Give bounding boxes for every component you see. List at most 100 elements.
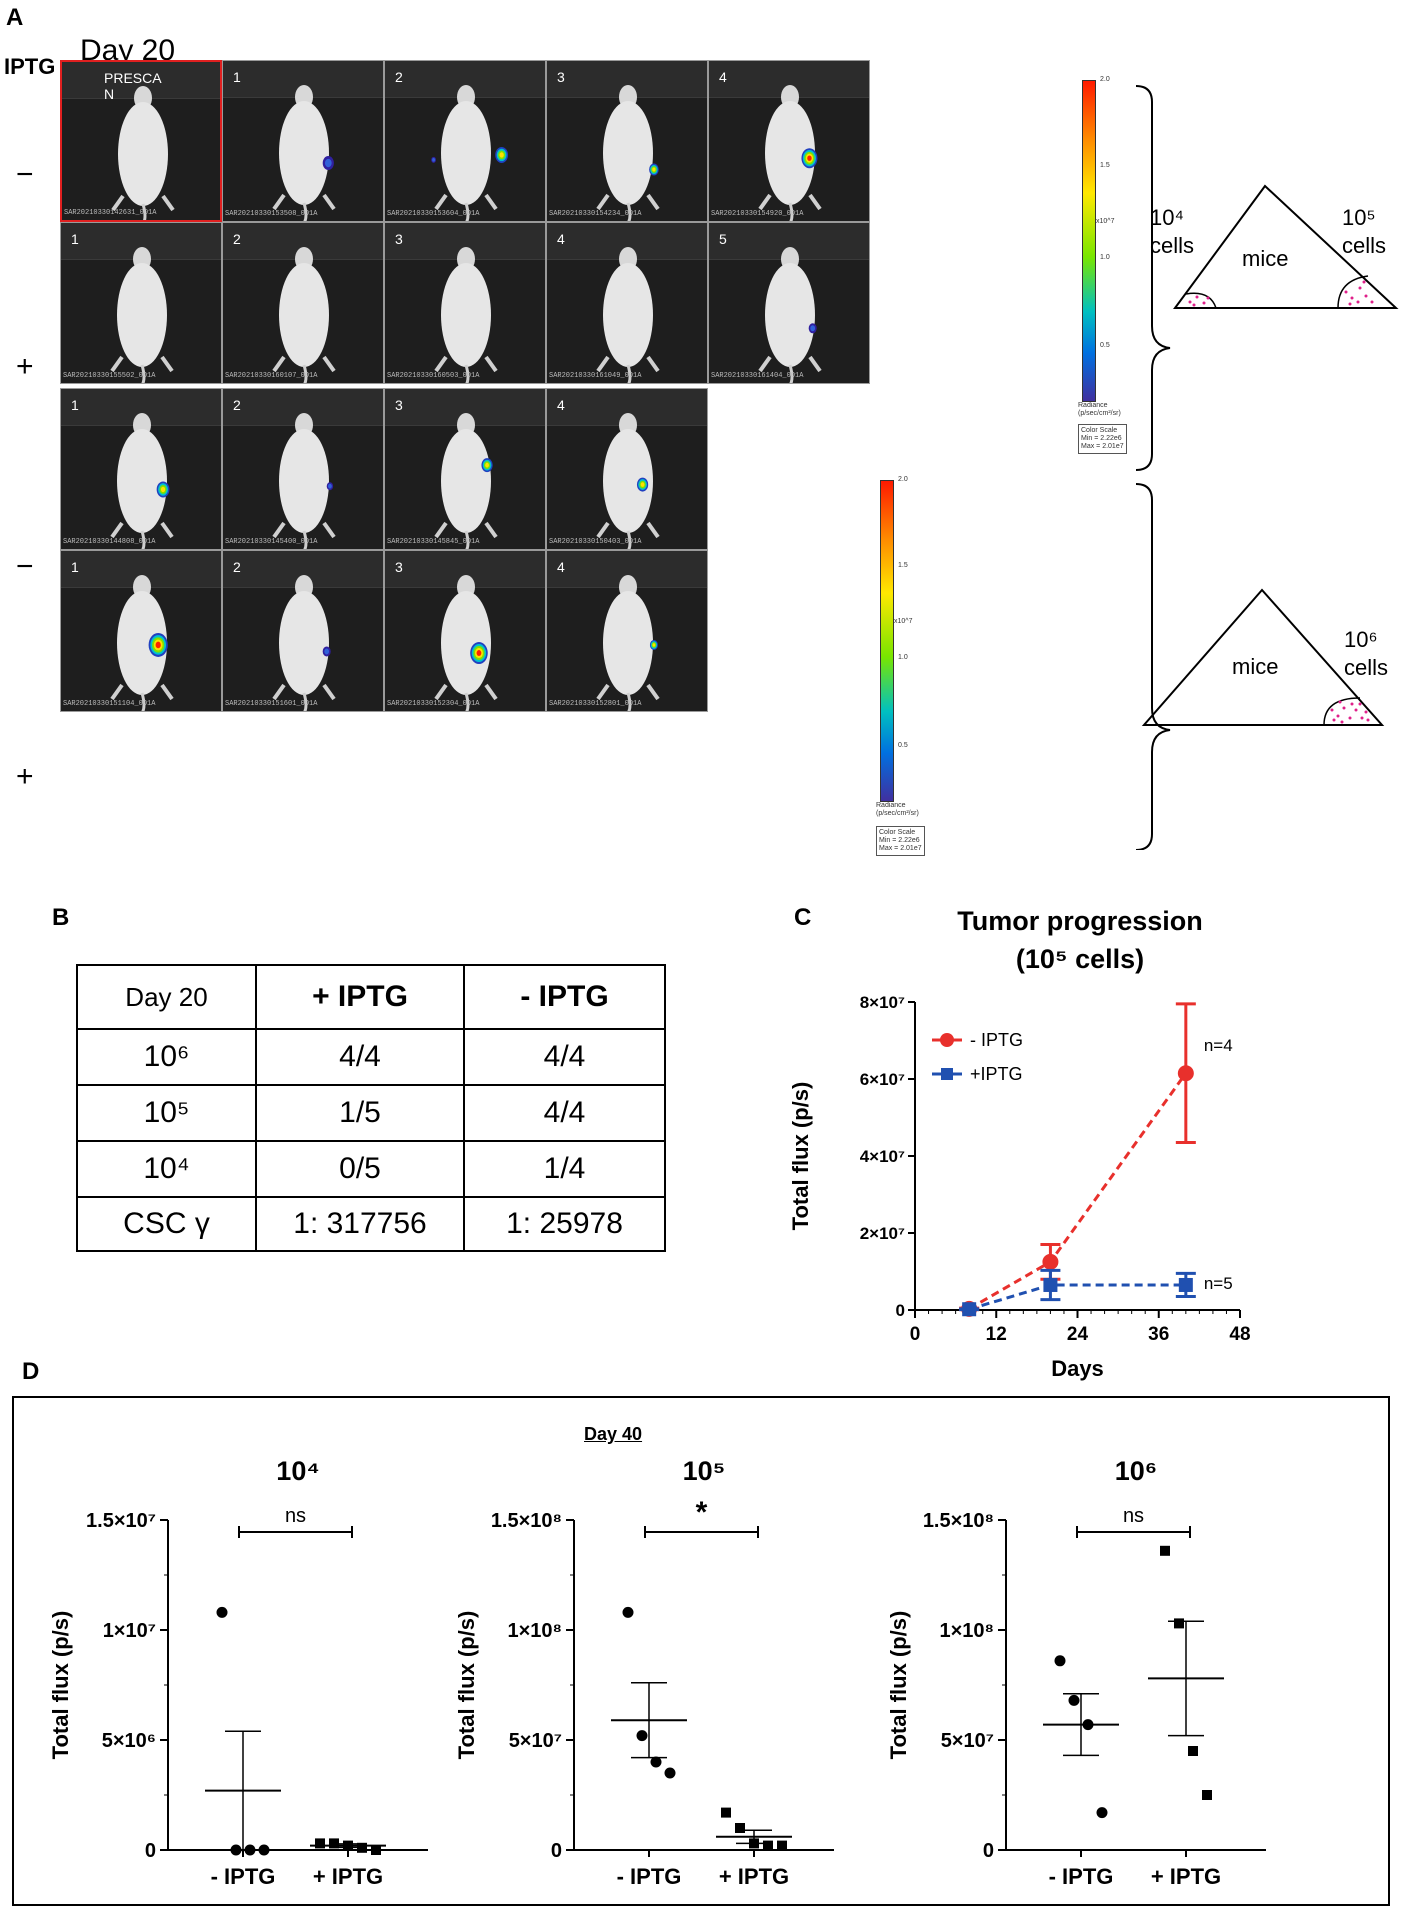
significance-label: ns	[285, 1505, 306, 1527]
data-point	[763, 1840, 773, 1851]
mouse-silhouette	[596, 247, 660, 383]
colorbar-exponent: x10^7	[1096, 218, 1115, 225]
mouse-body	[118, 102, 168, 206]
row-sign: −	[16, 550, 34, 583]
chart-title: 10⁴	[276, 1456, 319, 1486]
mouse-body	[279, 591, 329, 695]
data-point	[650, 1756, 662, 1768]
mouse-body	[117, 263, 167, 367]
y-tick-label: 0	[551, 1840, 562, 1862]
bioluminescence-spot	[810, 325, 816, 332]
n-annotation: n=4	[1204, 1036, 1233, 1055]
bioluminescence-spot	[476, 650, 482, 657]
significance-label: *	[696, 1496, 708, 1529]
panel-caption: SAR20210330152304_001A	[387, 700, 480, 708]
y-tick-label: 0	[983, 1840, 994, 1862]
legend-marker	[940, 1033, 954, 1047]
panel-number: 4	[557, 231, 565, 247]
mouse-silhouette	[110, 413, 174, 549]
bioluminescence-spot	[155, 641, 161, 649]
data-point	[1188, 1746, 1198, 1756]
table-cell: 4/4	[463, 1084, 666, 1142]
table-cell: 10⁶	[76, 1028, 257, 1086]
mouse-silhouette	[596, 575, 660, 711]
n-annotation: n=5	[1204, 1274, 1233, 1293]
mouse-tail	[140, 530, 146, 549]
panel-d-label: D	[22, 1358, 40, 1385]
panel-number: 1	[71, 559, 79, 575]
schema-triangle-2	[1141, 588, 1385, 726]
brace-top	[1135, 85, 1171, 471]
mouse-imaging-panel: 1 SAR20210330153508_001A	[222, 60, 384, 222]
panel-number: 1	[71, 397, 79, 413]
mouse-silhouette	[596, 85, 660, 221]
mouse-silhouette	[110, 575, 174, 711]
panel-d-box-title: Day 40	[584, 1424, 643, 1444]
csc-frequency-table: Day 20 + IPTG - IPTG 10⁶ 4/4 4/4 10⁵ 1/5…	[76, 964, 666, 1252]
y-tick-label: 6×10⁷	[860, 1070, 905, 1089]
panel-number: 4	[719, 69, 727, 85]
panel-caption: SAR20210330145400_001A	[225, 538, 318, 546]
panel-number: 4	[557, 559, 565, 575]
panel-caption: SAR20210330153508_001A	[225, 210, 318, 218]
mouse-body	[441, 263, 491, 367]
y-tick-label: 1.5×10⁸	[923, 1510, 994, 1532]
panel-caption: SAR20210330151104_001A	[63, 700, 156, 708]
panel-caption: SAR20210330161049_001A	[549, 372, 642, 380]
y-tick-label: 5×10⁷	[941, 1730, 994, 1752]
mouse-body	[441, 591, 491, 695]
data-point	[664, 1767, 676, 1779]
mouse-imaging-panel: PRESCA N SAR20210330142631_001A	[60, 60, 222, 222]
panel-caption: SAR20210330150403_001A	[549, 538, 642, 546]
mouse-legs	[596, 355, 660, 373]
panel-caption: SAR20210330152801_001A	[549, 700, 642, 708]
table-cell: CSC γ	[76, 1196, 257, 1252]
data-point	[622, 1606, 634, 1618]
x-tick-label: - IPTG	[617, 1864, 682, 1889]
mouse-silhouette	[758, 85, 822, 221]
y-tick-label: 5×10⁷	[509, 1730, 562, 1752]
panel-caption: SAR20210330160107_001A	[225, 372, 318, 380]
day40-chart-10e5: 10⁵ 0 5×10⁷ 1×10⁸ 1.5×10⁸ - IPTG + IPTG Total f…	[454, 1456, 834, 1889]
panel-caption: SAR20210330142631_001A	[64, 209, 157, 217]
table-row: 10⁴ 0/5 1/4	[76, 1140, 666, 1198]
panel-number: 3	[557, 69, 565, 85]
y-tick-label: 0	[145, 1840, 156, 1862]
bioluminescence-spot	[499, 152, 504, 158]
mouse-imaging-panel: 5 SAR20210330161404_001A	[708, 222, 870, 384]
data-point	[721, 1807, 731, 1818]
significance-label: ns	[1123, 1505, 1144, 1527]
table-cell: 0/5	[255, 1140, 465, 1198]
mouse-body	[279, 429, 329, 533]
x-tick-label: + IPTG	[719, 1864, 789, 1889]
mouse-tail	[302, 364, 308, 383]
colorbar-exponent: x10^7	[894, 618, 913, 625]
table-row: CSC γ 1: 317756 1: 25978	[76, 1196, 666, 1252]
mouse-imaging-panel: 2 SAR20210330160107_001A	[222, 222, 384, 384]
mouse-body	[603, 101, 653, 205]
panel-caption: SAR20210330154234_001A	[549, 210, 642, 218]
mouse-silhouette	[111, 86, 175, 220]
panel-number: 3	[395, 231, 403, 247]
mouse-body	[441, 429, 491, 533]
panel-d-box	[12, 1396, 1390, 1906]
data-point	[1174, 1618, 1184, 1629]
bioluminescence-spot	[324, 648, 330, 655]
mouse-tail	[141, 203, 147, 220]
colorbar-tick: 1.5	[898, 562, 908, 569]
panel-caption: SAR20210330153604_001A	[387, 210, 480, 218]
mouse-body	[603, 429, 653, 533]
panel-number: 5	[719, 231, 727, 247]
x-tick-label: 36	[1148, 1324, 1169, 1345]
mouse-imaging-panel: 1 SAR20210330144808_001A	[60, 388, 222, 550]
schema2-center-label: mice	[1232, 654, 1279, 679]
data-point	[1043, 1277, 1058, 1292]
legend-label: +IPTG	[970, 1064, 1023, 1084]
mouse-silhouette	[272, 247, 336, 383]
mouse-imaging-panel: 4 SAR20210330154920_001A	[708, 60, 870, 222]
colorbar-title: Radiance (p/sec/cm²/sr)	[876, 802, 919, 817]
schema2-right-label: 10⁶ cells	[1344, 627, 1389, 680]
mouse-legs	[110, 521, 174, 539]
table-cell: 10⁴	[76, 1140, 257, 1198]
y-axis-label: Total flux (p/s)	[886, 1611, 911, 1760]
